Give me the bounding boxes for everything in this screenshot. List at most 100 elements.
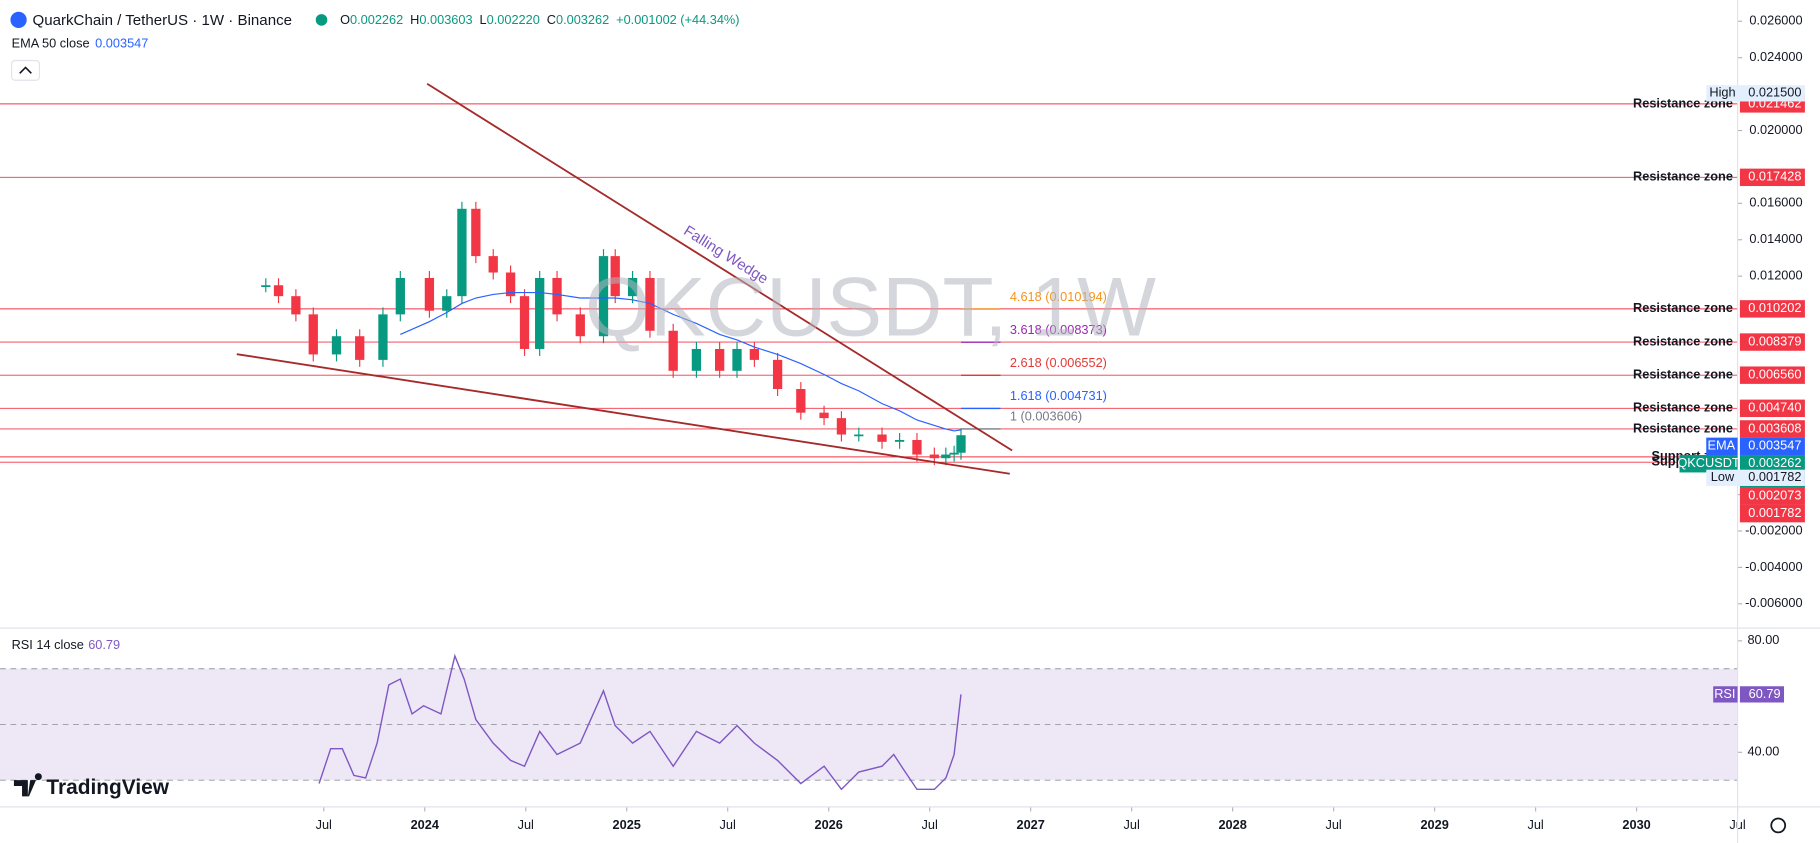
candle <box>355 336 365 360</box>
series-line <box>400 291 962 432</box>
candle <box>457 208 467 297</box>
price-tag <box>1739 487 1805 505</box>
candle <box>877 434 887 442</box>
settings-button[interactable] <box>1770 817 1787 834</box>
y-tick-label: 40.00 <box>1747 744 1779 759</box>
candle <box>261 285 271 287</box>
price-tag-text: 0.004740 <box>1748 400 1801 415</box>
candle <box>598 256 609 337</box>
rsi-name-tag <box>1713 686 1738 703</box>
low-value: 0.001782 <box>1748 469 1801 484</box>
rsi-legend-label[interactable]: RSI 14 close <box>12 637 84 652</box>
candle <box>668 330 678 371</box>
zone-label: Resistance zone <box>1633 400 1733 415</box>
candle <box>929 454 939 459</box>
rsi-legend-value: 60.79 <box>88 637 120 652</box>
series-name: QKCUSDT <box>1677 455 1740 470</box>
x-tick-label: Jul <box>1325 817 1341 832</box>
candle <box>645 277 655 331</box>
y-tick-label: -0.002000 <box>1745 522 1802 537</box>
series-name-tag <box>1706 437 1738 456</box>
candle <box>956 435 966 453</box>
y-tick-label: 0.026000 <box>1749 13 1802 28</box>
candle <box>424 277 435 311</box>
y-tick-label: -0.006000 <box>1745 595 1802 610</box>
y-tick-label: 80.00 <box>1747 632 1779 647</box>
rsi-value: 60.79 <box>1749 686 1781 701</box>
candle <box>378 314 388 360</box>
series-name-tag <box>1679 455 1738 473</box>
ohlc-value: 0.003603 <box>419 12 472 27</box>
candle <box>627 277 638 297</box>
zone-label: Resistance zone <box>1633 420 1733 435</box>
candle <box>796 389 806 413</box>
candle <box>610 256 620 297</box>
y-tick-label: 0.012000 <box>1749 268 1802 283</box>
candle <box>894 439 905 442</box>
x-tick-label: Jul <box>720 817 736 832</box>
x-tick-label: Jul <box>518 817 534 832</box>
price-tag <box>1739 399 1805 418</box>
candle <box>505 272 516 297</box>
rsi-value-tag <box>1739 686 1785 703</box>
candle <box>575 314 585 337</box>
zone-label: Resistance zone <box>1633 333 1733 348</box>
candle <box>519 296 530 349</box>
candle <box>442 296 452 311</box>
low-name-box <box>1706 469 1740 486</box>
wedge-lower-line[interactable] <box>236 353 1010 475</box>
candle <box>691 348 702 371</box>
price-tag <box>1739 300 1805 318</box>
collapse-button[interactable] <box>11 59 41 81</box>
x-tick-label: 2030 <box>1622 817 1650 832</box>
x-tick-label: 2027 <box>1016 817 1044 832</box>
candle <box>471 208 481 257</box>
x-tick-label: 2025 <box>613 817 641 832</box>
fib-label: 1.618 (0.004731) <box>1010 388 1107 403</box>
rsi-name: RSI <box>1714 686 1735 701</box>
candle <box>749 348 760 360</box>
fib-label: 2.618 (0.006552) <box>1010 355 1107 370</box>
fib-label: 4.618 (0.010194) <box>1010 289 1107 304</box>
high-value: 0.021500 <box>1748 85 1801 100</box>
x-tick-label: Jul <box>1527 817 1543 832</box>
price-tag-text: 0.001782 <box>1748 505 1801 520</box>
symbol-title[interactable]: QuarkChain / TetherUS · 1W · Binance <box>33 12 293 29</box>
ohlc-value: 0.002262 <box>350 12 403 27</box>
price-tag-text: 0.008379 <box>1748 333 1801 348</box>
candle <box>854 434 864 437</box>
y-tick-label: 0.014000 <box>1749 231 1802 246</box>
zone-label: Resistance zone <box>1633 367 1733 382</box>
ohlc-key: C <box>547 12 556 27</box>
collapse-icon <box>19 66 32 74</box>
market-status <box>315 14 328 26</box>
price-tag <box>1739 504 1805 523</box>
price-tag-text: 0.017428 <box>1748 169 1801 184</box>
candle <box>291 296 301 315</box>
fib-label: 1 (0.003606) <box>1010 409 1082 424</box>
x-tick-label: Jul <box>316 817 332 832</box>
candle <box>488 256 498 273</box>
candle <box>772 359 783 390</box>
candle <box>273 285 284 297</box>
ema-legend-label[interactable]: EMA 50 close <box>12 36 90 51</box>
fib-label: 3.618 (0.008373) <box>1010 322 1107 337</box>
x-tick-label: 2028 <box>1218 817 1246 832</box>
watermark: QKCUSDT, 1W <box>585 260 1156 354</box>
candle <box>941 454 951 459</box>
ema-legend-value: 0.003547 <box>95 36 148 51</box>
low-name: Low <box>1711 469 1735 484</box>
x-tick-label: 2029 <box>1420 817 1448 832</box>
price-tag <box>1739 168 1805 187</box>
price-tag-text: 0.003547 <box>1748 438 1801 453</box>
candle <box>819 412 829 419</box>
high-value-box <box>1739 85 1805 102</box>
wedge-upper-line[interactable] <box>426 82 1013 452</box>
price-tag-text: 0.003608 <box>1748 420 1801 435</box>
brand-name[interactable]: TradingView <box>46 776 169 799</box>
x-tick-label: 2026 <box>815 817 843 832</box>
series-name: EMA <box>1708 438 1736 453</box>
ohlc-values: O0.002262 H0.003603 L0.002220 C0.003262 +0.0… <box>340 12 739 27</box>
candle <box>552 277 562 315</box>
